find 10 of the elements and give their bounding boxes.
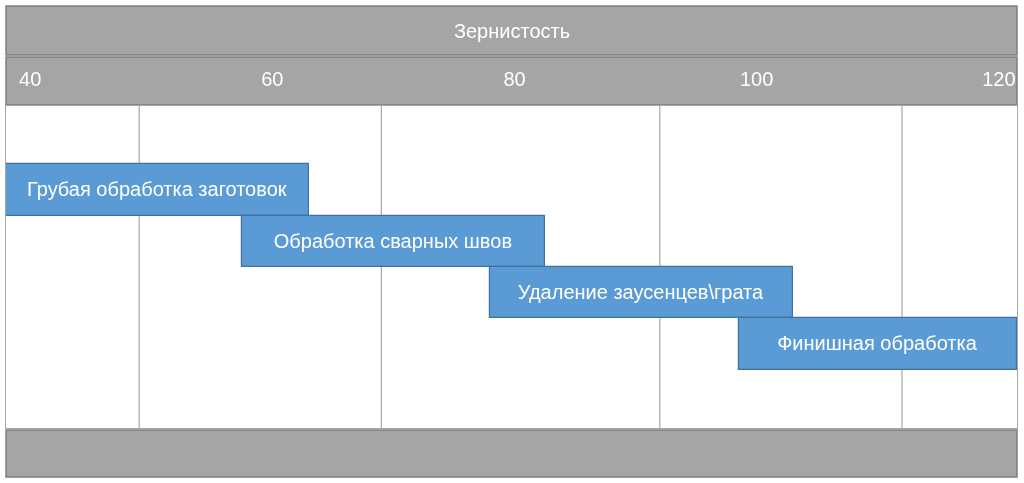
y-tick-label: Обработка сварных швов xyxy=(273,229,513,252)
x-tick-label: 120 xyxy=(982,68,1016,90)
x-tick-label: 100 xyxy=(739,68,774,90)
y-tick-label: Грубая обработка заготовок xyxy=(27,178,287,201)
y-tick-label: Финишная обработка xyxy=(777,332,978,355)
chart-title: Зернистость xyxy=(453,20,571,42)
x-tick-label: 80 xyxy=(503,68,526,90)
y-tick-label: Удаление заусенцев\грата xyxy=(517,280,764,303)
x-tick-label: 40 xyxy=(19,68,42,90)
x-tick-label: 60 xyxy=(261,68,284,90)
